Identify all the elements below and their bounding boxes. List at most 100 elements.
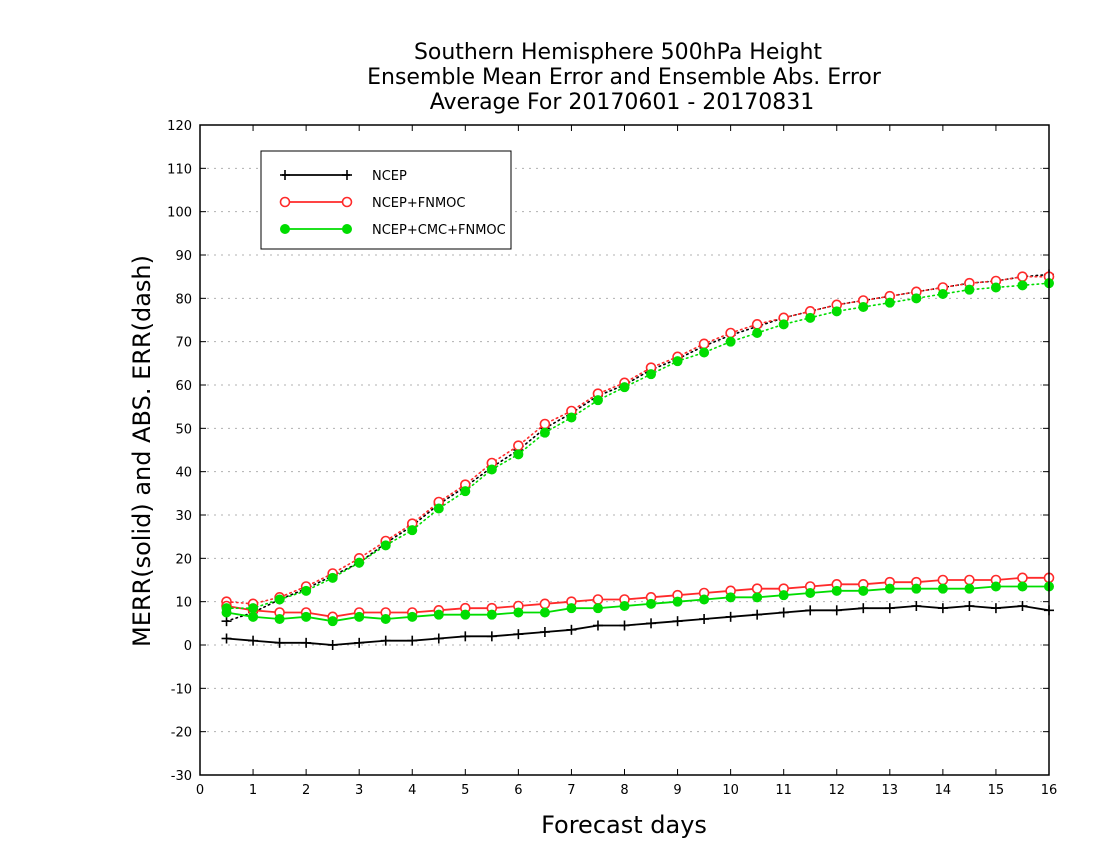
abs-error-point xyxy=(566,412,577,423)
y-tick-label: 30 xyxy=(175,509,192,524)
mean-error-point xyxy=(937,583,948,594)
legend-label: NCEP+CMC+FNMOC xyxy=(372,223,506,238)
mean-error-point xyxy=(805,588,816,598)
abs-error-point xyxy=(301,585,312,596)
y-tick-label: 60 xyxy=(175,379,192,394)
abs-error-point xyxy=(1017,280,1028,291)
abs-error-point xyxy=(380,540,391,551)
abs-error-point xyxy=(327,572,338,583)
y-tick-label: 10 xyxy=(175,596,192,611)
y-axis-label: MERR(solid) and ABS. ERR(dash) xyxy=(128,255,156,647)
y-tick-label: 110 xyxy=(167,162,192,177)
abs-error-point xyxy=(646,369,657,380)
mean-error-point xyxy=(248,611,259,622)
abs-error-point xyxy=(725,336,736,347)
mean-error-point xyxy=(990,581,1001,592)
mean-error-point xyxy=(1017,572,1028,584)
x-tick-label: 13 xyxy=(882,783,899,798)
mean-error-point xyxy=(433,609,444,620)
x-tick-label: 12 xyxy=(828,783,845,798)
abs-error-point xyxy=(592,395,603,406)
mean-error-point xyxy=(380,614,391,624)
mean-error-point xyxy=(778,590,789,601)
mean-error-point xyxy=(751,583,763,594)
abs-error-point xyxy=(698,338,710,350)
abs-error-point xyxy=(248,603,259,614)
mean-error-point xyxy=(672,596,683,607)
abs-error-point xyxy=(407,525,418,536)
legend-item: NCEP xyxy=(280,169,407,184)
x-tick-label: 16 xyxy=(1041,783,1058,798)
legend-entries: NCEP NCEP+FNMOC NCEP+CMC+FNMOC xyxy=(279,169,506,238)
abs-error-point xyxy=(725,327,736,339)
chart-title-line-1: Southern Hemisphere 500hPa Height xyxy=(414,40,822,65)
abs-error-point xyxy=(274,594,285,605)
abs-error-point xyxy=(831,306,842,317)
chart-title-line-3: Average For 20170601 - 20170831 xyxy=(430,90,815,115)
legend-box xyxy=(260,150,512,250)
abs-error-point xyxy=(486,464,497,475)
abs-error-point xyxy=(699,347,710,358)
mean-error-point xyxy=(619,601,630,611)
x-tick-label: 4 xyxy=(408,783,416,798)
mean-error-point xyxy=(486,609,497,620)
mean-error-point xyxy=(964,574,975,586)
legend-marker xyxy=(279,196,291,208)
x-tick-label: 8 xyxy=(620,783,628,798)
abs-error-point xyxy=(778,319,789,330)
abs-error-point xyxy=(884,297,895,308)
y-tick-label: 70 xyxy=(175,336,192,351)
abs-error-point xyxy=(937,289,948,299)
x-tick-label: 2 xyxy=(302,783,310,798)
abs-error-point xyxy=(354,557,365,568)
x-tick-label: 15 xyxy=(988,783,1005,798)
x-tick-label: 11 xyxy=(775,783,792,798)
mean-error-point xyxy=(327,616,338,627)
abs-error-point xyxy=(964,284,975,295)
mean-error-point xyxy=(354,611,365,622)
legend-marker xyxy=(341,196,353,208)
mean-error-point xyxy=(964,583,975,594)
legend-item: NCEP+CMC+FNMOC xyxy=(280,223,506,238)
abs-error-point xyxy=(752,328,763,338)
y-tick-label: -30 xyxy=(171,769,192,784)
mean-error-point xyxy=(460,609,471,620)
mean-error-point xyxy=(858,585,869,596)
x-tick-label: 5 xyxy=(461,783,469,798)
abs-error-point xyxy=(460,486,471,497)
abs-error-point xyxy=(672,356,683,367)
legend-label: NCEP xyxy=(372,169,407,184)
mean-error-point xyxy=(592,594,604,605)
y-tick-label: 50 xyxy=(175,422,192,437)
y-tick-label: 80 xyxy=(175,292,192,307)
x-tick-label: 9 xyxy=(673,783,681,798)
mean-error-point xyxy=(1017,581,1028,592)
mean-error-point xyxy=(911,583,922,594)
legend-marker xyxy=(280,224,290,234)
abs-error-point xyxy=(911,293,922,304)
y-tick-label: 90 xyxy=(175,249,192,264)
abs-error-point xyxy=(805,312,816,323)
abs-error-point xyxy=(990,282,1001,293)
mean-error-point xyxy=(539,598,551,610)
abs-error-point xyxy=(539,418,551,430)
legend-label: NCEP+FNMOC xyxy=(372,196,465,211)
mean-error-point xyxy=(407,611,418,622)
y-tick-label: -20 xyxy=(171,726,192,741)
x-axis-label: Forecast days xyxy=(541,811,707,839)
y-tick-label: 120 xyxy=(167,119,192,134)
mean-error-point xyxy=(301,611,312,622)
abs-error-line xyxy=(225,282,1050,609)
y-tick-label: -10 xyxy=(171,682,192,697)
mean-error-point xyxy=(699,594,710,605)
abs-error-point xyxy=(751,319,763,330)
mean-error-point xyxy=(725,592,736,603)
mean-error-point xyxy=(274,614,285,624)
abs-error-point xyxy=(513,449,524,460)
mean-error-point xyxy=(221,607,232,618)
abs-error-point xyxy=(1017,271,1028,282)
series-ncep-cmc-fnmoc xyxy=(221,278,1054,627)
y-tick-label: 40 xyxy=(175,466,192,481)
legend: NCEP NCEP+FNMOC NCEP+CMC+FNMOC xyxy=(260,150,512,250)
